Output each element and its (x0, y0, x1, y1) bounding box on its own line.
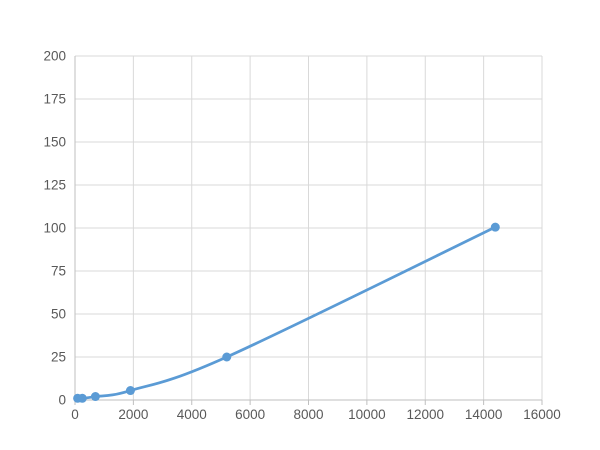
data-point-marker (490, 222, 500, 232)
y-tick-label: 25 (51, 350, 66, 365)
y-tick-label: 175 (43, 92, 66, 107)
data-point-marker (90, 392, 100, 402)
x-tick-label: 0 (71, 407, 79, 422)
data-point-marker (222, 352, 232, 362)
series-line (76, 225, 497, 400)
y-tick-label: 100 (43, 221, 66, 236)
data-point-marker (125, 386, 135, 396)
x-tick-label: 10000 (348, 407, 386, 422)
y-tick-label: 75 (51, 264, 66, 279)
data-point-marker (77, 393, 87, 403)
x-tick-label: 16000 (523, 407, 561, 422)
y-tick-label: 200 (43, 49, 66, 64)
y-tick-label: 50 (51, 307, 66, 322)
y-tick-label: 125 (43, 178, 66, 193)
x-tick-label: 8000 (293, 407, 323, 422)
x-tick-label: 12000 (406, 407, 444, 422)
x-tick-label: 2000 (118, 407, 148, 422)
x-tick-label: 14000 (465, 407, 503, 422)
y-tick-label: 150 (43, 135, 66, 150)
x-tick-label: 6000 (235, 407, 265, 422)
x-tick-label: 4000 (177, 407, 207, 422)
y-tick-label: 0 (58, 393, 66, 408)
